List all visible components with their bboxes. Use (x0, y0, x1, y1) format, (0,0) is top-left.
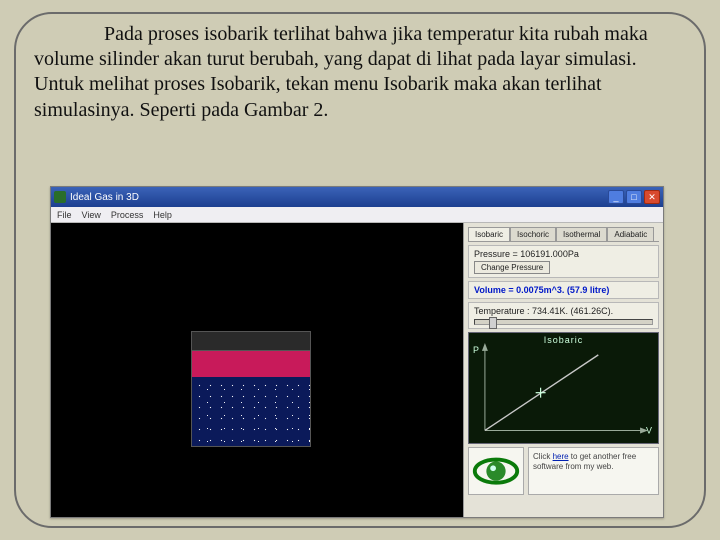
tab-adiabatic[interactable]: Adiabatic (607, 227, 654, 241)
gas-volume (191, 377, 311, 447)
menu-file[interactable]: File (57, 210, 72, 220)
temperature-label: Temperature : 734.41K. (461.26C). (474, 306, 653, 316)
tab-isobaric[interactable]: Isobaric (468, 227, 510, 241)
info-box: Click here to get another free software … (528, 447, 659, 495)
process-tabs: Isobaric Isochoric Isothermal Adiabatic (468, 227, 659, 242)
volume-label: Volume = 0.0075m^3. (57.9 litre) (474, 285, 609, 295)
menu-process[interactable]: Process (111, 210, 144, 220)
graph-svg: P V (469, 333, 658, 444)
paragraph-2: Untuk melihat proses Isobarik, tekan men… (34, 72, 686, 122)
tab-isothermal[interactable]: Isothermal (556, 227, 607, 241)
simulation-viewport (51, 223, 463, 517)
paragraph-1: Pada proses isobarik terlihat bahwa jika… (34, 22, 686, 72)
piston (191, 351, 311, 377)
pressure-group: Pressure = 106191.000Pa Change Pressure (468, 245, 659, 278)
axis-p-label: P (473, 345, 479, 355)
volume-group: Volume = 0.0075m^3. (57.9 litre) (468, 281, 659, 299)
change-pressure-button[interactable]: Change Pressure (474, 261, 550, 274)
info-text-a: Click (533, 452, 553, 461)
cylinder-lid (191, 331, 311, 351)
titlebar: Ideal Gas in 3D _ □ ✕ (51, 187, 663, 207)
maximize-button[interactable]: □ (626, 190, 642, 204)
close-button[interactable]: ✕ (644, 190, 660, 204)
tab-isochoric[interactable]: Isochoric (510, 227, 556, 241)
app-title: Ideal Gas in 3D (70, 192, 139, 203)
control-panel: Isobaric Isochoric Isothermal Adiabatic … (463, 223, 663, 517)
pv-graph: Isobaric P V (468, 332, 659, 444)
temperature-slider[interactable] (474, 319, 653, 325)
temperature-group: Temperature : 734.41K. (461.26C). (468, 302, 659, 329)
slider-thumb[interactable] (489, 317, 497, 329)
menu-view[interactable]: View (82, 210, 101, 220)
app-screenshot: Ideal Gas in 3D _ □ ✕ File View Process … (50, 186, 664, 518)
logo-box (468, 447, 524, 495)
pressure-label: Pressure = 106191.000Pa (474, 249, 653, 259)
menubar: File View Process Help (51, 207, 663, 223)
minimize-button[interactable]: _ (608, 190, 624, 204)
slide-text: Pada proses isobarik terlihat bahwa jika… (34, 22, 686, 123)
app-icon (54, 191, 66, 203)
cylinder (191, 331, 311, 463)
menu-help[interactable]: Help (153, 210, 172, 220)
info-link[interactable]: here (553, 452, 569, 461)
